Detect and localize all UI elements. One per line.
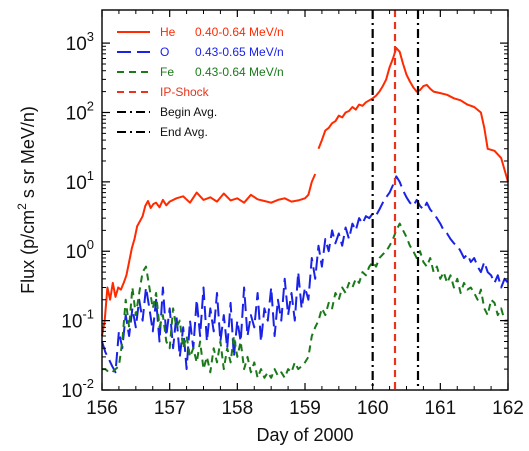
x-axis-title: Day of 2000 (256, 425, 353, 445)
y-axis-title-rest: s sr MeV/n) (18, 106, 38, 203)
y-tick-label: 103 (66, 29, 94, 55)
legend-label: He (160, 25, 176, 39)
legend-label: IP-Shock (160, 85, 210, 99)
y-tick-label-base: 10 (66, 242, 87, 263)
legend-label: O (160, 45, 169, 59)
y-tick-label-exponent: 1 (87, 168, 94, 183)
legend-detail: 0.43-0.64 MeV/n (195, 65, 284, 79)
y-tick-label: 102 (66, 98, 94, 124)
series-layer (101, 47, 509, 379)
y-tick-label-base: 10 (66, 103, 87, 124)
series-line-he-1 (317, 47, 509, 183)
y-tick-label-exponent: 3 (87, 29, 94, 44)
series-line-he-0 (101, 173, 317, 337)
series-line-fe-3 (102, 222, 508, 379)
x-tick-label: 160 (357, 398, 389, 419)
y-axis-title-superscript: 2 (15, 203, 29, 210)
legend-label: Fe (160, 65, 174, 79)
y-tick-label-base: 10 (61, 312, 82, 333)
y-axis-title-main: Flux (p/cm (18, 210, 38, 294)
legend-detail: 0.40-0.64 MeV/n (195, 25, 284, 39)
y-tick-label: 10-1 (61, 307, 94, 333)
y-axis-title: Flux (p/cm2 s sr MeV/n) (15, 106, 38, 294)
legend-detail: 0.43-0.65 MeV/n (195, 45, 284, 59)
y-tick-label-exponent: 2 (87, 98, 94, 113)
marker-lines-layer (371, 10, 420, 390)
legend-label: End Avg. (160, 125, 208, 139)
legend: He 0.40-0.64 MeV/n O 0.43-0.65 MeV/n Fe 0.43-… (117, 25, 284, 139)
x-tick-label: 162 (492, 398, 524, 419)
y-tick-label: 100 (66, 237, 94, 263)
y-tick-label-base: 10 (61, 381, 82, 402)
axis-ticks: 156 157 158 159 160 161 16210-210-110010110210… (61, 10, 524, 419)
legend-label: Begin Avg. (160, 105, 217, 119)
y-tick-label-exponent: 0 (87, 237, 94, 252)
x-tick-label: 158 (221, 398, 253, 419)
x-tick-label: 157 (154, 398, 186, 419)
y-tick-label: 101 (66, 168, 94, 194)
y-tick-label: 10-2 (61, 376, 94, 402)
x-tick-label: 159 (289, 398, 321, 419)
series-line-o-2 (101, 175, 509, 374)
x-tick-label: 156 (86, 398, 118, 419)
y-tick-label-base: 10 (66, 34, 87, 55)
x-tick-label: 161 (424, 398, 456, 419)
y-tick-label-exponent: -2 (82, 376, 94, 391)
y-tick-label-base: 10 (66, 173, 87, 194)
y-tick-label-exponent: -1 (82, 307, 94, 322)
